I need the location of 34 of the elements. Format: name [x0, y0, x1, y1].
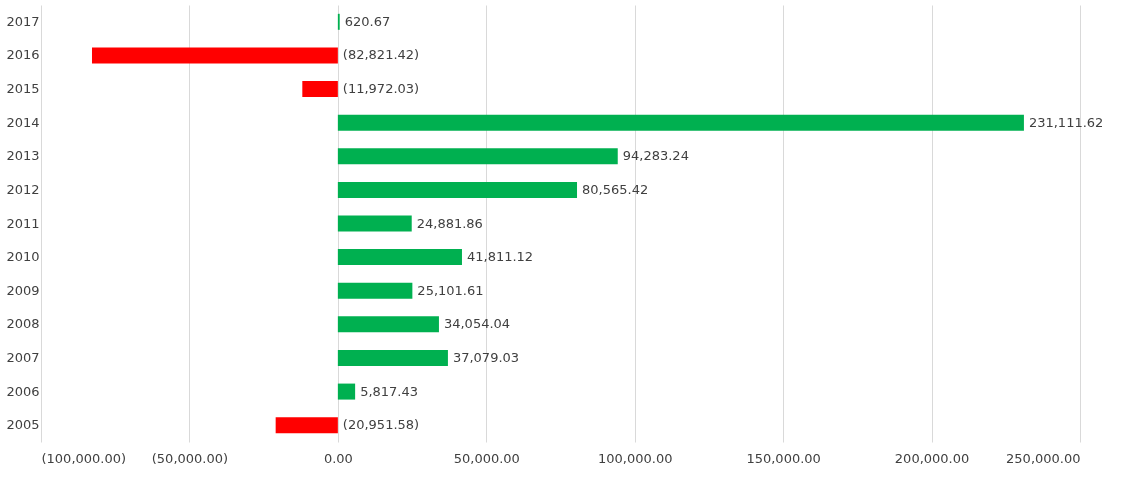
x-tick-label: 100,000.00	[598, 450, 673, 466]
y-tick-label: 2007	[6, 349, 40, 365]
y-tick-label: 2017	[6, 13, 40, 29]
data-label: 24,881.86	[416, 215, 483, 231]
data-label: 5,817.43	[360, 383, 419, 399]
data-label: 37,079.03	[452, 349, 520, 365]
data-label: 41,811.12	[466, 249, 534, 265]
y-tick-label: 2011	[6, 215, 40, 231]
data-label: 25,101.61	[417, 282, 484, 298]
x-tick-label: 250,000.00	[1006, 450, 1081, 466]
y-tick-label: 2005	[6, 417, 40, 433]
x-tick-label: (100,000.00)	[41, 450, 127, 466]
y-tick-label: 2008	[6, 316, 40, 332]
y-tick-label: 2013	[6, 148, 40, 164]
data-label: (11,972.03)	[342, 81, 420, 97]
y-tick-label: 2010	[6, 249, 40, 265]
data-label: (20,951.58)	[342, 417, 420, 433]
y-tick-label: 2012	[6, 181, 40, 197]
x-tick-label: (50,000.00)	[151, 450, 229, 466]
y-tick-label: 2016	[6, 47, 40, 63]
x-tick-label: 50,000.00	[453, 450, 520, 466]
x-tick-label: 150,000.00	[746, 450, 821, 466]
data-label: 620.67	[344, 13, 391, 29]
data-label: (82,821.42)	[342, 47, 420, 63]
data-label: 231,111.62	[1028, 114, 1104, 130]
x-tick-label: 200,000.00	[894, 450, 970, 466]
data-label: 34,054.04	[443, 316, 511, 332]
y-tick-label: 2009	[6, 282, 40, 298]
data-label: 80,565.42	[582, 181, 649, 197]
y-tick-label: 2015	[6, 81, 40, 97]
y-tick-label: 2014	[6, 114, 40, 130]
x-tick-label: 0.00	[323, 450, 353, 466]
data-label: 94,283.24	[622, 148, 689, 164]
y-tick-label: 2006	[6, 383, 40, 399]
